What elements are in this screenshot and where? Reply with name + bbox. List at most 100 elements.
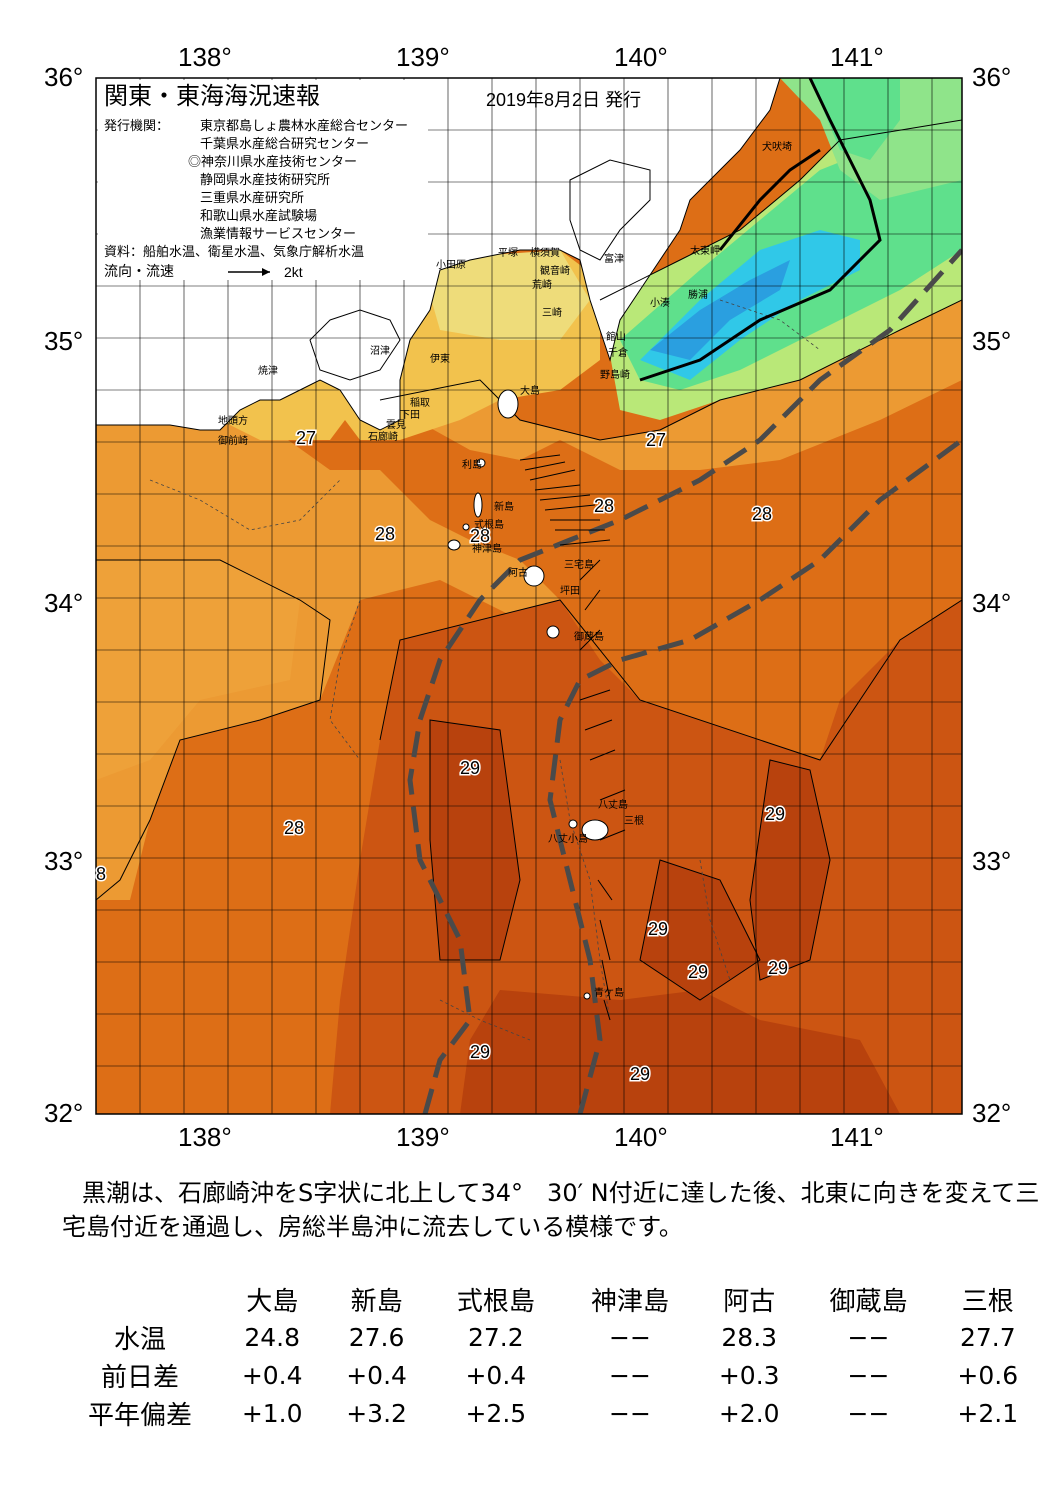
place-label: 犬吠埼 <box>762 140 792 153</box>
table-cell: −− <box>847 1322 890 1352</box>
lat-lon-grid <box>96 78 962 1114</box>
temp-label: 28 <box>752 504 772 524</box>
title-box <box>98 80 428 280</box>
issuer-5: 三重県水産研究所 <box>200 190 304 205</box>
narrative-text: 黒潮は、石廊崎沖をS字状に北上して34° 30′ N付近に達した後、北東に向きを… <box>62 1179 1040 1241</box>
temp-label: 28 <box>594 496 614 516</box>
place-label: 石廊崎 <box>368 430 398 443</box>
issuer-1: 東京都島しょ農林水産総合センター <box>200 118 408 133</box>
table-header-row: 大島 新島 式根島 神津島 阿古 御蔵島 三根 <box>60 1280 1040 1318</box>
temp-label: 27 <box>646 430 666 450</box>
table-cell: −− <box>847 1398 890 1428</box>
place-label: 伊東 <box>430 352 450 365</box>
place-label: 阿古 <box>508 566 528 579</box>
temp-label: 28 <box>470 526 490 546</box>
miyakejima-island <box>523 565 545 587</box>
table-cell: 28.3 <box>721 1322 778 1352</box>
place-label: 御前崎 <box>218 434 248 447</box>
lon-label-140-bottom: 140° <box>614 1122 668 1152</box>
place-label: 青ケ島 <box>594 986 624 999</box>
place-label: 小田原 <box>436 259 466 271</box>
lat-label-34-right: 34° <box>972 588 1011 618</box>
issuer-3: ◎神奈川県水産技術センター <box>188 154 357 169</box>
lon-label-139-bottom: 139° <box>396 1122 450 1152</box>
place-label: 勝浦 <box>688 288 708 301</box>
place-label: 平塚 <box>498 247 518 259</box>
place-label: 沼津 <box>370 344 390 357</box>
place-label: 神津島 <box>472 542 502 555</box>
temp-label: 29 <box>470 1042 490 1062</box>
table-cell: +1.0 <box>241 1398 303 1428</box>
table-header: 大島 <box>246 1286 299 1317</box>
place-label: 雲見 <box>386 419 406 431</box>
table-cell: 24.8 <box>244 1322 301 1352</box>
table-header: 神津島 <box>590 1286 669 1317</box>
oshima-island <box>497 389 519 419</box>
place-label: 富津 <box>604 252 624 265</box>
table-row: 前日差 +0.4 +0.4 +0.4 −− +0.3 −− +0.6 <box>60 1356 1040 1394</box>
table-header: 阿古 <box>723 1286 776 1317</box>
place-label: 稲取 <box>410 397 430 409</box>
place-label: 御蔵島 <box>574 630 604 643</box>
issuer-label: 発行機関： <box>104 118 169 133</box>
lon-label-138-bottom: 138° <box>178 1122 232 1152</box>
data-source: 資料：船舶水温、衛星水温、気象庁解析水温 <box>104 244 364 259</box>
lat-label-35-left: 35° <box>44 326 83 356</box>
temp-label: 28 <box>284 818 304 838</box>
place-label: 利島 <box>462 458 482 471</box>
lat-label-33-right: 33° <box>972 846 1011 876</box>
table-header: 御蔵島 <box>829 1286 908 1317</box>
table-cell: 27.7 <box>959 1322 1016 1352</box>
place-label: 千倉 <box>608 346 628 359</box>
temp-label: 29 <box>688 962 708 982</box>
sea-temperature-map: 関東・東海海況速報 2019年8月2日 発行 発行機関： 東京都島しょ農林水産総… <box>44 42 1011 1152</box>
place-label: 八丈島 <box>598 798 628 811</box>
temp-label: 29 <box>460 758 480 778</box>
place-label: 三根 <box>624 814 644 827</box>
table-cell: +2.1 <box>957 1398 1019 1428</box>
place-label: 下田 <box>400 410 420 421</box>
place-label: 地頭方 <box>218 414 248 427</box>
lat-label-36-left: 36° <box>44 62 83 92</box>
place-label: 三宅島 <box>564 558 594 571</box>
legend-arrow-head <box>262 268 270 276</box>
temp-label: 28 <box>375 524 395 544</box>
temp-label: 27 <box>296 428 316 448</box>
issue-date: 2019年8月2日 発行 <box>486 90 641 110</box>
niijima-island <box>473 492 483 518</box>
lon-label-138-top: 138° <box>178 42 232 72</box>
legend-scale: 2kt <box>284 264 303 280</box>
issuer-2: 千葉県水産総合研究センター <box>200 136 369 151</box>
lat-label-32-right: 32° <box>972 1098 1011 1128</box>
table-cell: +0.4 <box>241 1360 303 1390</box>
table-cell: +2.5 <box>465 1398 527 1428</box>
temp-label: 29 <box>648 919 668 939</box>
table-cell: +0.3 <box>718 1360 780 1390</box>
toshima-island <box>476 458 486 468</box>
table-cell: 27.6 <box>348 1322 405 1352</box>
issuer-7: 漁業情報サービスセンター <box>200 226 356 241</box>
row-label: 前日差 <box>100 1362 179 1393</box>
hachijojima-island <box>581 819 609 841</box>
coastal-front <box>718 148 821 251</box>
table-row: 水温 24.8 27.6 27.2 −− 28.3 −− 27.7 <box>60 1318 1040 1356</box>
lat-label-36-right: 36° <box>972 62 1011 92</box>
table-header: 新島 <box>350 1286 403 1317</box>
aogashima-island <box>583 992 591 1000</box>
cold-water-boundary <box>639 78 882 382</box>
shikinejima-island <box>462 523 470 531</box>
place-label: 三崎 <box>542 306 562 319</box>
narrative: 黒潮は、石廊崎沖をS字状に北上して34° 30′ N付近に達した後、北東に向きを… <box>62 1176 1042 1244</box>
lon-label-139-top: 139° <box>396 42 450 72</box>
table-cell: +2.0 <box>718 1398 780 1428</box>
lat-label-34-left: 34° <box>44 588 83 618</box>
lat-label-32-left: 32° <box>44 1098 83 1128</box>
table-header: 式根島 <box>456 1286 535 1317</box>
depth-contours <box>149 299 821 1041</box>
map-frame <box>95 77 963 1115</box>
island-temperature-table: 大島 新島 式根島 神津島 阿古 御蔵島 三根 水温 24.8 27.6 27.… <box>60 1280 1040 1432</box>
table-cell: 27.2 <box>468 1322 524 1352</box>
temp-label: 29 <box>630 1064 650 1084</box>
temp-label: 29 <box>768 958 788 978</box>
lon-label-140-top: 140° <box>614 42 668 72</box>
